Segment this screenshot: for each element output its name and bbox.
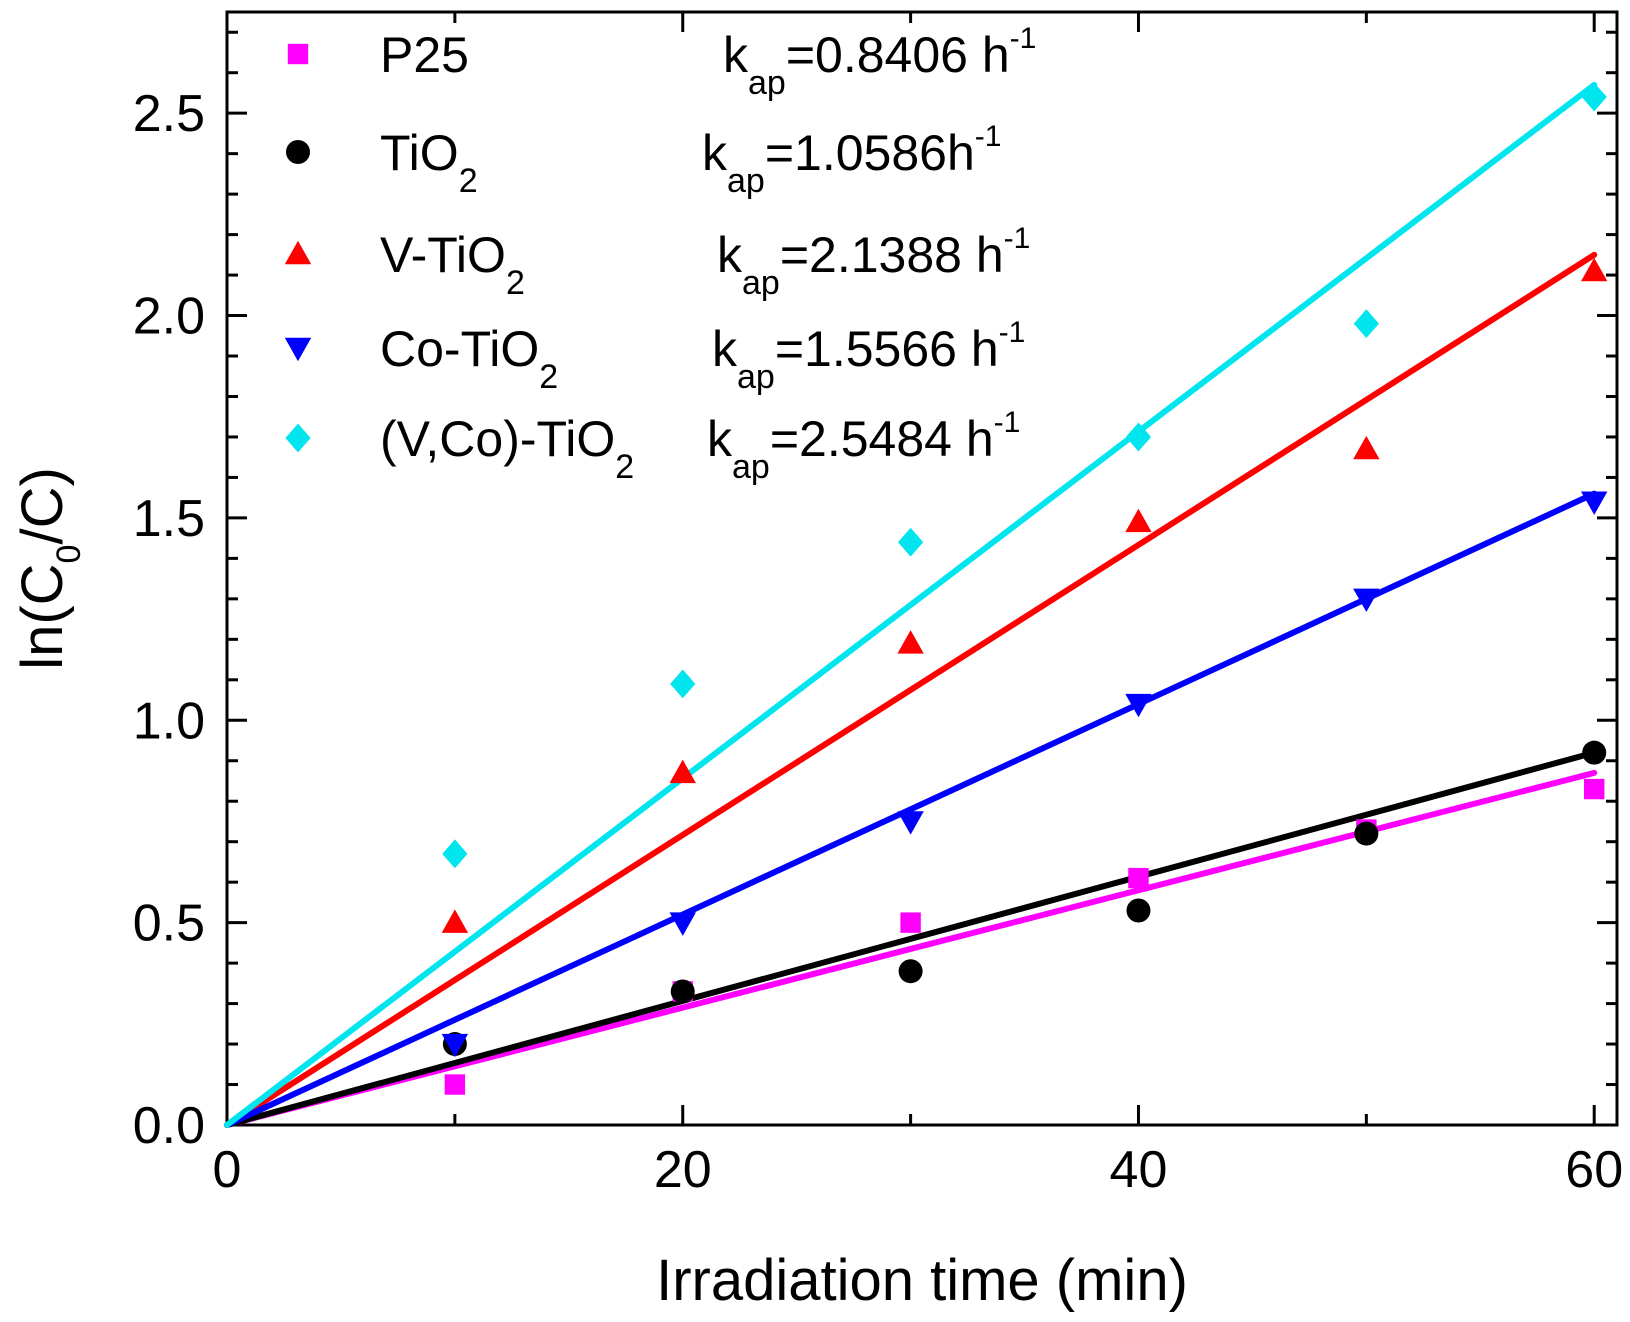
legend-rate-tio2: kap=1.0586h-1 <box>702 120 1001 200</box>
legend: P25 kap=0.8406 h-1 TiO2 kap=1.0586h-1 V-TiO2… <box>284 22 1036 486</box>
data-point-tio2 <box>1582 740 1607 765</box>
data-point-v-co-tio2 <box>442 839 468 869</box>
plot-frame <box>225 10 1619 1127</box>
data-point-co-tio2 <box>1581 491 1608 515</box>
data-point-p25 <box>444 1074 466 1095</box>
data-point-co-tio2 <box>897 811 924 835</box>
x-axis-title: Irradiation time (min) <box>656 1248 1188 1313</box>
data-point-co-tio2 <box>441 1033 469 1058</box>
y-tick-label: 2.5 <box>133 85 205 143</box>
data-point-co-tio2 <box>669 912 696 936</box>
data-point-v-tio2 <box>669 759 696 784</box>
x-tick-label: 40 <box>1110 1141 1168 1199</box>
legend-marker-v-tio2 <box>284 240 312 265</box>
fit-line-v-co-tio2 <box>224 81 1598 1128</box>
y-tick-label: 0.5 <box>133 895 205 953</box>
legend-marker-co-tio2 <box>284 337 312 362</box>
legend-marker-p25 <box>287 43 309 65</box>
data-point-tio2 <box>1354 821 1379 846</box>
legend-rate-v-tio2: kap=2.1388 h-1 <box>717 222 1030 302</box>
data-point-v-tio2 <box>441 909 469 933</box>
x-tick-label: 20 <box>654 1141 712 1199</box>
data-point-v-co-tio2 <box>1353 309 1379 339</box>
legend-label-co-tio2: Co-TiO2 <box>380 321 558 396</box>
plot-border <box>225 10 1619 1127</box>
data-point-tio2 <box>898 959 923 984</box>
legend-rate-co-tio2: kap=1.5566 h-1 <box>712 316 1025 396</box>
y-tick-label: 1.5 <box>133 490 205 548</box>
data-point-co-tio2 <box>1353 588 1380 613</box>
x-tick-label: 0 <box>213 1141 242 1199</box>
axis-ticks: 0 20 40 60 0.0 0.5 1.0 1.5 2.0 2.5 <box>133 12 1623 1199</box>
legend-rate-p25: kap=0.8406 h-1 <box>723 22 1036 102</box>
y-tick-label: 0.0 <box>133 1097 205 1155</box>
fit-line-v-tio2 <box>224 251 1598 1128</box>
data-point-p25 <box>1128 867 1149 889</box>
legend-marker-tio2 <box>286 140 310 164</box>
data-point-v-tio2 <box>1581 257 1608 282</box>
axis-titles: Irradiation time (min) ln(C0/C) <box>10 467 1188 1313</box>
data-markers <box>441 82 1608 1095</box>
data-point-v-co-tio2 <box>1125 422 1152 452</box>
legend-label-tio2: TiO2 <box>380 125 478 200</box>
data-point-v-tio2 <box>1353 435 1380 460</box>
data-point-tio2 <box>1126 898 1151 923</box>
data-point-v-co-tio2 <box>898 527 924 557</box>
data-point-v-tio2 <box>897 630 924 654</box>
fit-line-tio2 <box>224 749 1598 1128</box>
y-axis-title: ln(C0/C) <box>10 467 88 670</box>
data-point-v-co-tio2 <box>1581 82 1607 112</box>
legend-label-v-co-tio2: (V,Co)-TiO2 <box>380 411 634 486</box>
legend-label-v-tio2: V-TiO2 <box>380 227 525 302</box>
data-point-co-tio2 <box>1125 693 1152 718</box>
data-point-tio2 <box>670 979 695 1004</box>
data-point-v-tio2 <box>1125 508 1152 533</box>
y-tick-label: 2.0 <box>133 288 205 346</box>
legend-marker-v-co-tio2 <box>285 423 311 453</box>
data-point-p25 <box>1584 778 1605 800</box>
data-point-p25 <box>900 912 921 933</box>
legend-rate-v-co-tio2: kap=2.5484 h-1 <box>707 406 1020 486</box>
y-tick-label: 1.0 <box>133 692 205 750</box>
data-point-v-co-tio2 <box>670 669 696 699</box>
legend-label-p25: P25 <box>380 27 469 83</box>
x-tick-label: 60 <box>1565 1141 1623 1199</box>
